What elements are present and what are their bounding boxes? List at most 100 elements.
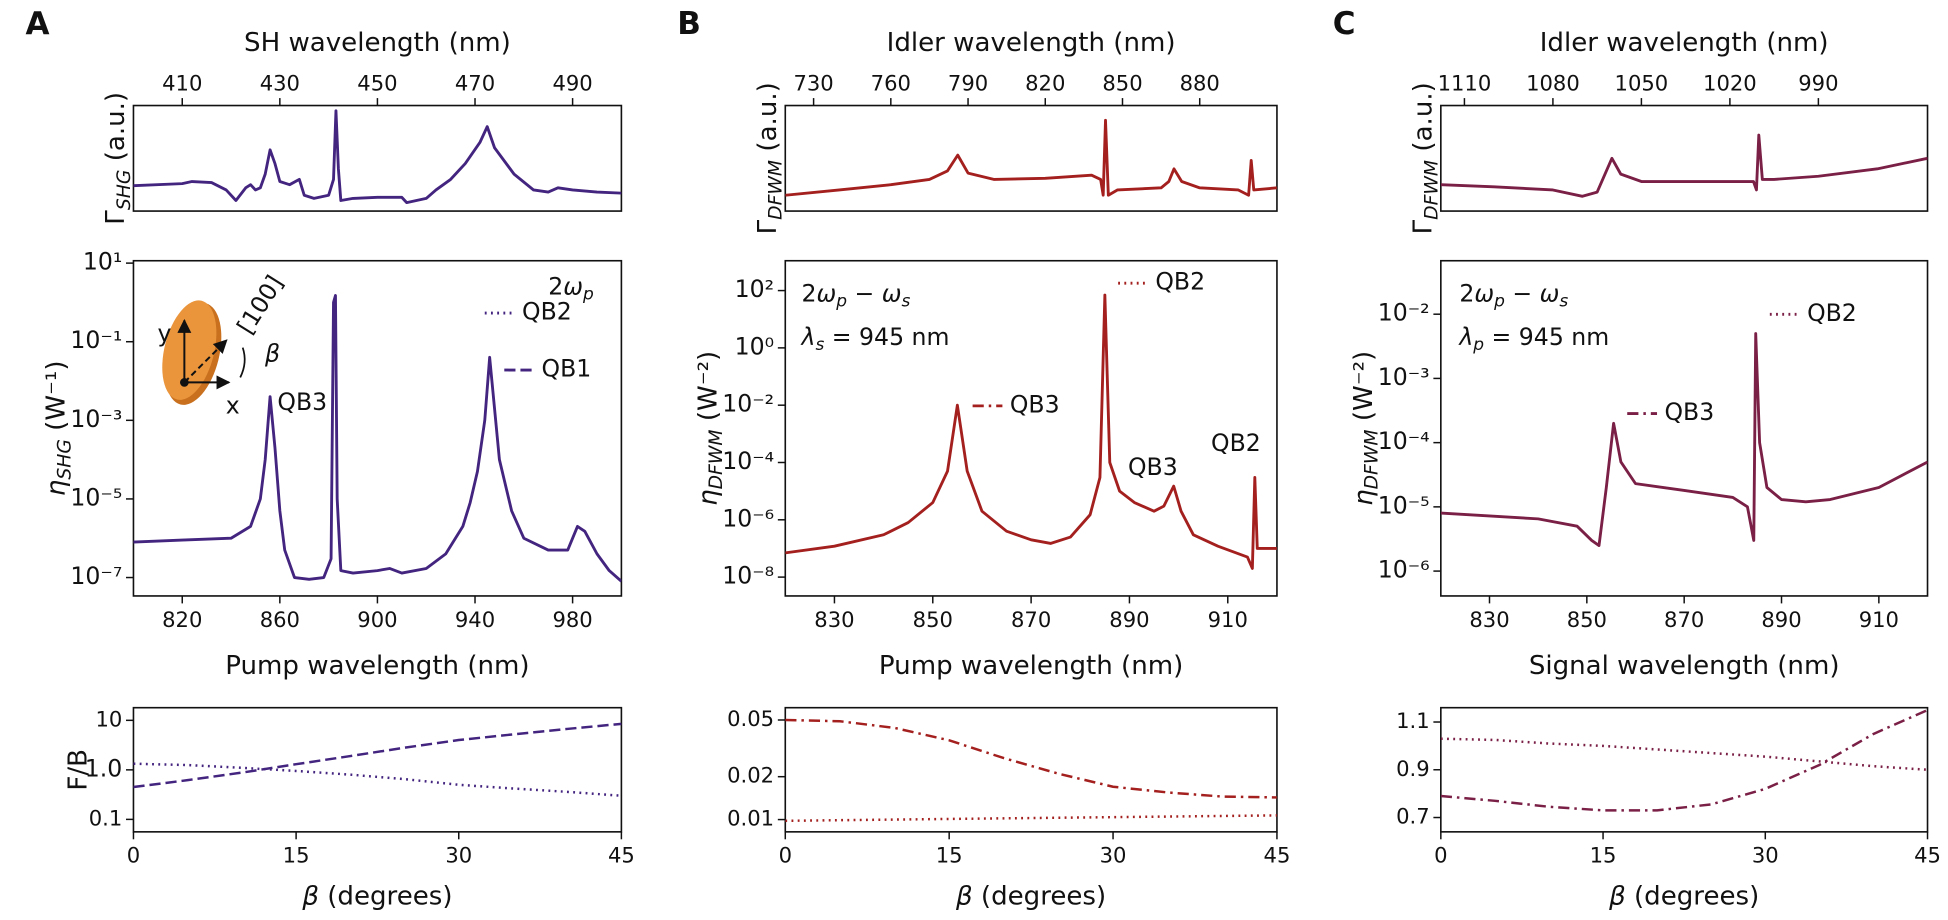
text-segment: −: [1505, 279, 1540, 307]
annotation: QB3: [1128, 453, 1178, 481]
x-tick-label: 0: [779, 843, 792, 868]
text-segment: (degrees): [1626, 881, 1760, 911]
text-segment: DFWM: [765, 160, 786, 220]
series-line: [133, 722, 622, 789]
text-segment: 2: [548, 272, 563, 300]
panel-label: A: [25, 6, 49, 42]
text-segment: DFWM: [1421, 160, 1442, 220]
text-segment: (degrees): [319, 881, 453, 911]
series-line: [133, 762, 622, 797]
text-segment: s: [1559, 291, 1568, 311]
series-line: [785, 293, 1277, 570]
x-axis-label: Signal wavelength (nm): [1529, 651, 1840, 681]
text-segment: η: [41, 480, 71, 497]
x-axis-label: β (degrees): [1608, 881, 1759, 911]
x-tick-label: 45: [1264, 843, 1291, 868]
annotation: QB2: [1155, 268, 1205, 296]
annotation: QB3: [277, 388, 327, 416]
y-tick-label: 10⁻²: [1378, 299, 1430, 327]
text-segment: Γ: [101, 210, 131, 225]
x-tick-label: 760: [871, 70, 911, 95]
series-line: [785, 118, 1277, 197]
series-line: [133, 294, 622, 583]
y-tick-label: 10⁻⁶: [1378, 556, 1430, 584]
x-tick-label: 1020: [1703, 70, 1757, 95]
y-tick-label: 10⁻⁵: [1378, 491, 1430, 519]
text-segment: −: [847, 279, 882, 307]
text-segment: (W⁻²): [693, 351, 723, 430]
x-tick-label: 450: [357, 70, 397, 95]
x-tick-label: 30: [1100, 843, 1127, 868]
x-tick-label: 820: [162, 607, 202, 632]
inset-label: β: [264, 340, 280, 368]
annotation: QB1: [542, 355, 592, 383]
x-tick-label: 30: [1752, 843, 1779, 868]
x-tick-label: 0: [127, 843, 140, 868]
x-tick-label: 45: [1914, 843, 1941, 868]
text-segment: s: [815, 335, 824, 355]
y-axis-label: ΓDFWM (a.u.): [1408, 82, 1442, 234]
annotation: QB3: [1664, 398, 1714, 426]
y-tick-label: 10⁻³: [70, 405, 122, 433]
inset-angle: [239, 347, 246, 378]
text-segment: β: [301, 881, 319, 911]
y-tick-label: 10⁻⁴: [722, 447, 774, 475]
y-tick-label: 10: [95, 706, 122, 731]
x-tick-label: 1110: [1438, 70, 1492, 95]
series-line: [1440, 708, 1928, 812]
panel-label: B: [677, 6, 701, 42]
y-tick-label: 10⁻¹: [70, 326, 122, 354]
y-tick-label: 10⁻⁷: [70, 562, 122, 590]
x-tick-label: 900: [357, 607, 397, 632]
y-tick-label: 10²: [735, 275, 774, 303]
text-segment: 2: [1459, 279, 1474, 307]
x-tick-label: 940: [455, 607, 495, 632]
text-segment: β: [955, 881, 973, 911]
x-axis-label: β (degrees): [301, 881, 452, 911]
annotation: QB2: [1807, 299, 1857, 327]
annotation: QB2: [522, 298, 572, 326]
inset-label: x: [226, 392, 240, 420]
axes-frame: [1440, 706, 1929, 833]
y-axis-label: ηDFWM (W⁻²): [693, 351, 727, 506]
text-segment: = 945 nm: [824, 322, 949, 350]
y-axis-label: F/B: [63, 749, 93, 791]
x-tick-label: 470: [455, 70, 495, 95]
annotation: 2ωp − ωs: [1459, 279, 1568, 312]
x-tick-label: 860: [260, 607, 300, 632]
axes-frame: [784, 706, 1278, 833]
series-line: [133, 109, 622, 205]
text-segment: s: [902, 291, 911, 311]
text-segment: λ: [1457, 322, 1473, 350]
x-tick-label: 830: [814, 607, 854, 632]
x-tick-label: 870: [1664, 607, 1704, 632]
y-tick-label: 10¹: [83, 248, 122, 276]
text-segment: ω: [882, 279, 902, 307]
y-tick-label: 0.9: [1396, 756, 1430, 781]
y-tick-label: 0.05: [727, 706, 774, 731]
x-tick-label: 890: [1109, 607, 1149, 632]
y-axis-label: ηSHG (W⁻¹): [41, 360, 75, 496]
y-tick-label: 0.7: [1396, 804, 1430, 829]
text-segment: (a.u.): [101, 92, 131, 170]
text-segment: (W⁻²): [1348, 351, 1378, 430]
text-segment: ω: [817, 279, 837, 307]
x-axis-label: SH wavelength (nm): [244, 28, 511, 58]
text-segment: (W⁻¹): [41, 360, 71, 439]
text-segment: Γ: [752, 219, 782, 234]
y-axis-label: ηDFWM (W⁻²): [1348, 351, 1382, 506]
y-tick-label: 10⁻⁸: [722, 562, 774, 590]
text-segment: (degrees): [973, 881, 1107, 911]
text-segment: SHG: [113, 170, 134, 211]
text-segment: ω: [1474, 279, 1494, 307]
y-tick-label: 1.0: [85, 754, 123, 782]
x-tick-label: 45: [608, 843, 635, 868]
text-segment: η: [693, 489, 723, 506]
text-segment: SHG: [54, 439, 75, 480]
x-tick-label: 1080: [1526, 70, 1580, 95]
x-tick-label: 820: [1025, 70, 1065, 95]
x-tick-label: 880: [1180, 70, 1220, 95]
annotation: 2ωp − ωs: [802, 279, 911, 312]
x-tick-label: 830: [1469, 607, 1509, 632]
